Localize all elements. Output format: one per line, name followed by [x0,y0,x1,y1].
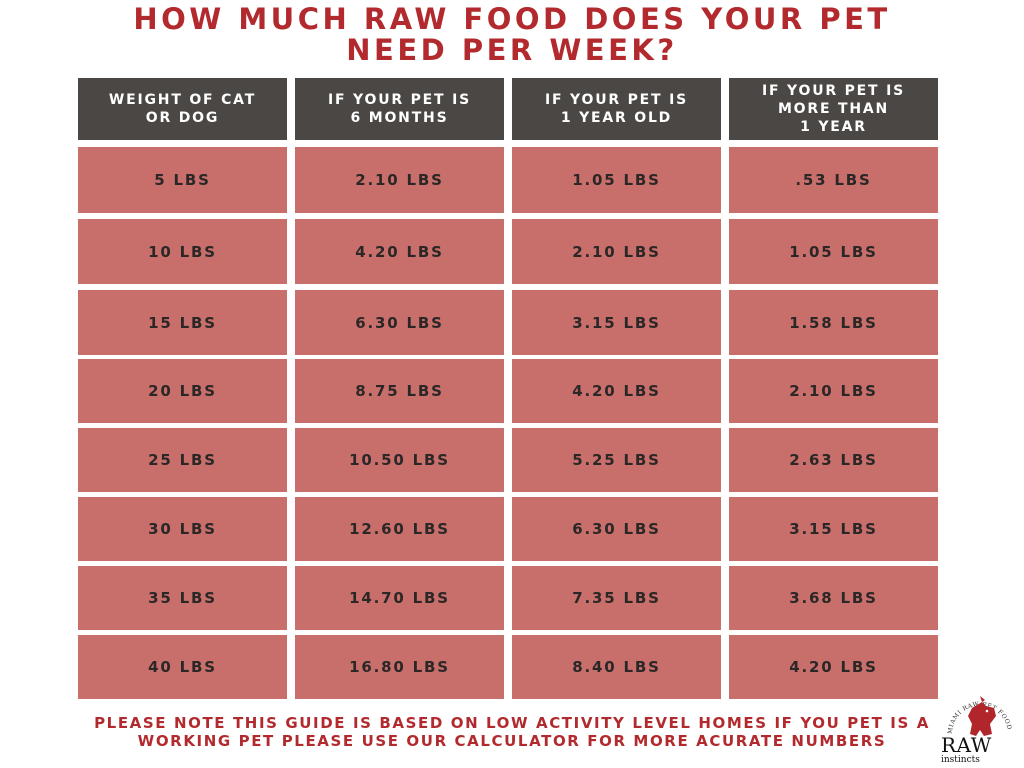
cell-weight: 15 LBS [78,290,287,355]
cell-6-months: 10.50 LBS [295,428,504,492]
cell-6-months: 4.20 LBS [295,219,504,284]
cell-more-than-1-year: 1.58 LBS [729,290,938,355]
cell-more-than-1-year: .53 LBS [729,147,938,213]
cell-more-than-1-year: 1.05 LBS [729,219,938,284]
cell-weight: 25 LBS [78,428,287,492]
cell-6-months: 6.30 LBS [295,290,504,355]
logo-subtitle: instincts [941,755,980,765]
cell-weight: 10 LBS [78,219,287,284]
header-more-than-1-year: IF YOUR PET IS MORE THAN 1 YEAR [729,78,938,140]
cell-6-months: 14.70 LBS [295,566,504,630]
footnote-line-1: PLEASE NOTE THIS GUIDE IS BASED ON LOW A… [94,714,930,732]
brand-logo: MIAMI RAW PET FOOD COMPANY [930,694,1012,736]
cell-weight: 30 LBS [78,497,287,561]
cell-1-year-old: 5.25 LBS [512,428,721,492]
cell-more-than-1-year: 2.63 LBS [729,428,938,492]
logo-wordmark: RAW [941,733,992,757]
cell-more-than-1-year: 3.68 LBS [729,566,938,630]
footnote: PLEASE NOTE THIS GUIDE IS BASED ON LOW A… [0,714,1024,750]
header-weight: WEIGHT OF CAT OR DOG [78,78,287,140]
cell-1-year-old: 4.20 LBS [512,359,721,423]
cell-1-year-old: 1.05 LBS [512,147,721,213]
cell-1-year-old: 6.30 LBS [512,497,721,561]
cell-weight: 40 LBS [78,635,287,699]
page-title: HOW MUCH RAW FOOD DOES YOUR PET NEED PER… [0,4,1024,66]
cell-weight: 20 LBS [78,359,287,423]
header-6-months: IF YOUR PET IS 6 MONTHS [295,78,504,140]
cell-6-months: 2.10 LBS [295,147,504,213]
cell-more-than-1-year: 4.20 LBS [729,635,938,699]
cell-weight: 5 LBS [78,147,287,213]
header-1-year-old: IF YOUR PET IS 1 YEAR OLD [512,78,721,140]
footnote-line-2: WORKING PET PLEASE USE OUR CALCULATOR FO… [137,732,887,750]
cell-6-months: 16.80 LBS [295,635,504,699]
cell-weight: 35 LBS [78,566,287,630]
cell-more-than-1-year: 2.10 LBS [729,359,938,423]
cell-1-year-old: 3.15 LBS [512,290,721,355]
cell-6-months: 8.75 LBS [295,359,504,423]
cell-more-than-1-year: 3.15 LBS [729,497,938,561]
cell-1-year-old: 2.10 LBS [512,219,721,284]
page-title-line-2: NEED PER WEEK? [346,33,678,67]
dog-head-icon [968,696,996,736]
cell-1-year-old: 8.40 LBS [512,635,721,699]
page-title-line-1: HOW MUCH RAW FOOD DOES YOUR PET [133,2,891,36]
cell-1-year-old: 7.35 LBS [512,566,721,630]
cell-6-months: 12.60 LBS [295,497,504,561]
